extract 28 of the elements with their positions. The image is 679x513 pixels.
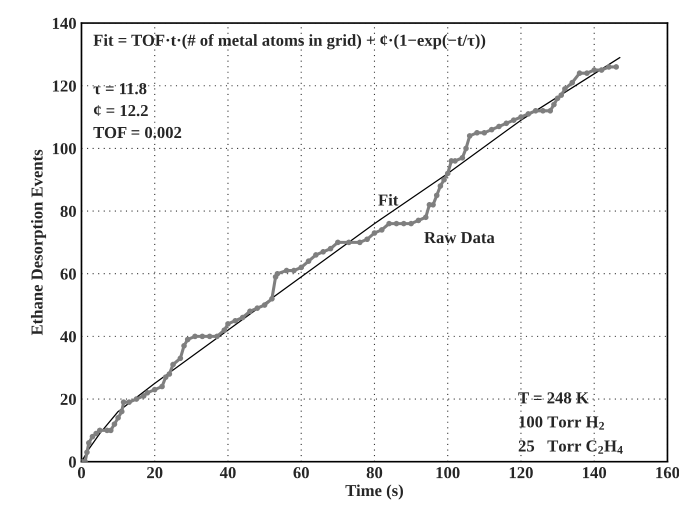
annotation: Fit = TOF·t·(# of metal atoms in grid) + ¢·(1−exp(−t/τ)) (93, 34, 486, 50)
annotation: T = 248 K (518, 392, 589, 404)
x-tick-label: 0 (78, 467, 86, 478)
annotation: 100 Torr H$_{2}$ (519, 416, 604, 430)
annotation: τ = 11.8 (94, 83, 146, 94)
y-tick-label: 120 (52, 80, 76, 92)
annotation: TOF = 0.002 (93, 126, 182, 138)
y-tick-label: 100 (52, 143, 76, 154)
y-tick-label: 20 (60, 394, 76, 405)
annotation: 25 Torr C$_{2}$H$_{4}$ (518, 440, 623, 454)
y-tick-label: 60 (60, 268, 76, 280)
x-tick-label: 160 (656, 467, 679, 478)
y-axis-title: Ethane Desorption Events (30, 150, 46, 336)
x-tick-label: 80 (366, 467, 382, 478)
y-tick-label: 0 (68, 456, 76, 468)
x-tick-label: 140 (583, 467, 606, 478)
x-tick-label: 120 (510, 467, 533, 478)
annotation: Fit (378, 194, 398, 206)
x-axis-title: Time (s) (345, 484, 403, 500)
x-tick-label: 40 (220, 467, 236, 478)
x-tick-label: 60 (293, 467, 309, 478)
annotation: Raw Data (424, 232, 495, 244)
x-tick-label: 20 (147, 467, 162, 478)
y-tick-label: 140 (52, 18, 76, 30)
y-tick-label: 40 (60, 331, 76, 342)
y-tick-label: 80 (60, 206, 76, 218)
annotation: ¢ = 12.2 (94, 104, 148, 116)
x-tick-label: 100 (436, 467, 460, 478)
